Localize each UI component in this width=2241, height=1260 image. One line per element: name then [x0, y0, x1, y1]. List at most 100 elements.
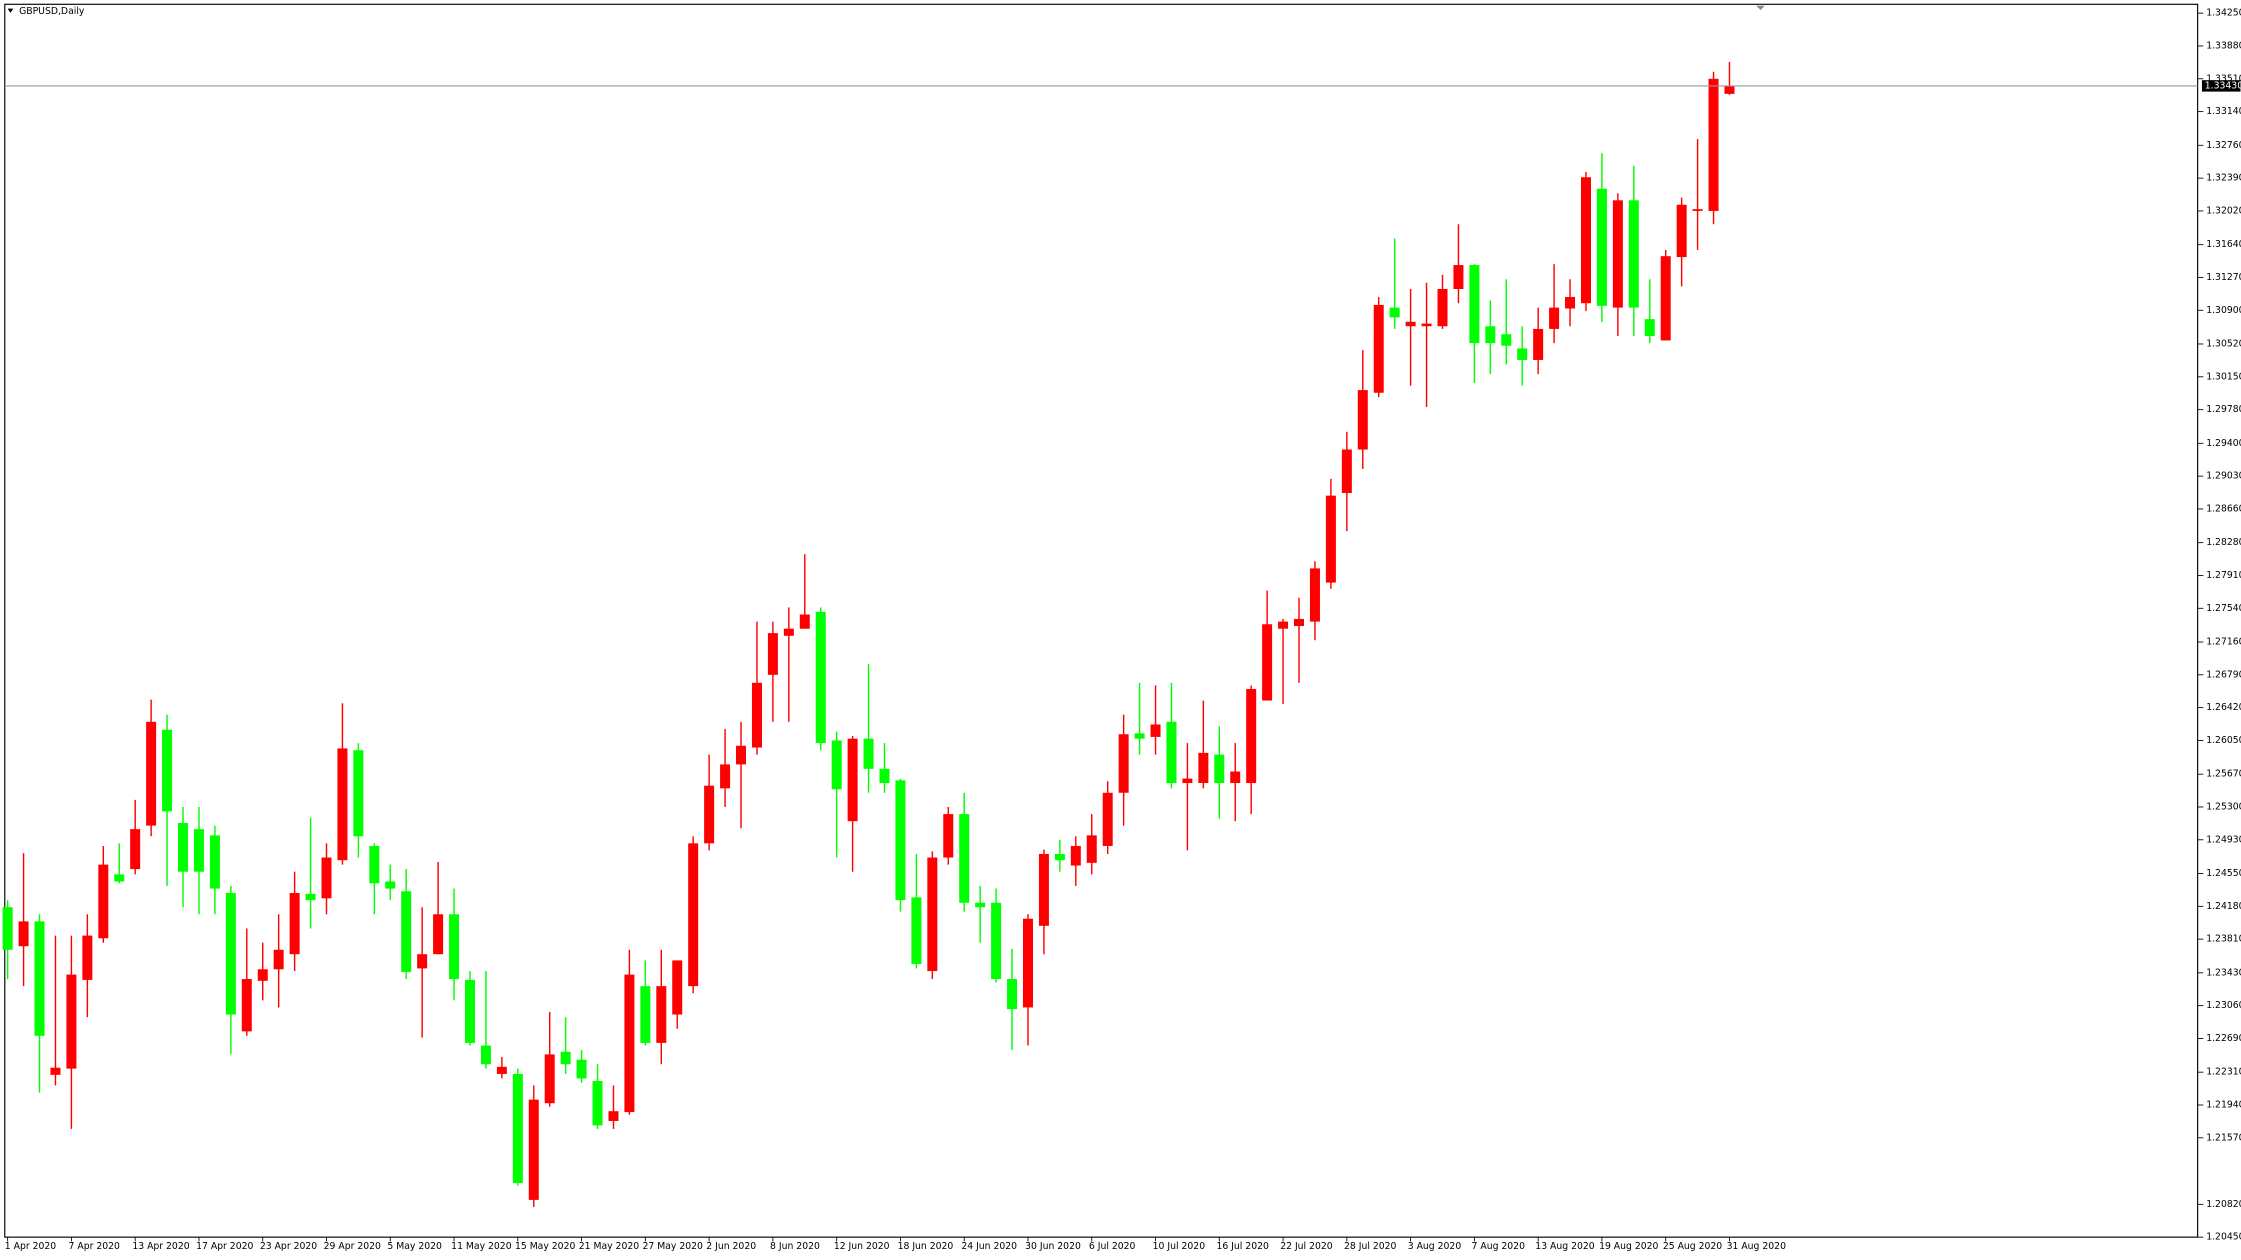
candle-body: [1517, 348, 1528, 360]
y-tick-label: 1.24930: [2206, 834, 2241, 845]
candle-body: [1262, 624, 1273, 701]
x-tick-label: 6 Jul 2020: [1089, 1241, 1136, 1252]
candle-body: [1389, 307, 1400, 318]
y-tick-label: 1.20820: [2206, 1199, 2241, 1210]
candle-body: [1246, 689, 1257, 784]
candle-body: [369, 845, 380, 884]
candle-body: [1341, 449, 1352, 493]
candle-body: [98, 864, 109, 939]
y-tick-label: 1.26420: [2206, 702, 2241, 713]
candle-body: [863, 738, 874, 769]
shift-marker[interactable]: [1756, 5, 1765, 10]
candle-body: [1086, 835, 1097, 863]
candle-body: [146, 721, 157, 826]
candle-body: [82, 935, 93, 980]
y-tick-label: 1.29780: [2206, 404, 2241, 415]
candle-body: [2, 907, 13, 950]
candle-body: [273, 949, 284, 970]
candle-body: [1628, 200, 1639, 308]
candle-body: [225, 893, 236, 1015]
candle-body: [576, 1059, 587, 1079]
candle-body: [1182, 778, 1193, 784]
y-tick-label: 1.32020: [2206, 205, 2241, 216]
candle-body: [1070, 845, 1081, 866]
candle-body: [162, 729, 173, 812]
y-tick-label: 1.22690: [2206, 1033, 2241, 1044]
candle-body: [241, 979, 252, 1032]
candle-body: [193, 829, 204, 872]
candle-body: [688, 843, 699, 987]
x-tick-label: 7 Aug 2020: [1472, 1241, 1526, 1252]
y-tick-label: 1.27160: [2206, 637, 2241, 648]
y-tick-label: 1.28660: [2206, 503, 2241, 514]
candle-body: [34, 921, 45, 1036]
y-tick-label: 1.27910: [2206, 570, 2241, 581]
candle-body: [1357, 390, 1368, 450]
x-tick-label: 17 Apr 2020: [196, 1241, 253, 1252]
candle-body: [449, 914, 460, 980]
candle-body: [1278, 621, 1289, 629]
y-tick-label: 1.23810: [2206, 934, 2241, 945]
x-tick-label: 25 Aug 2020: [1663, 1241, 1722, 1252]
candle-body: [831, 740, 842, 790]
x-tick-label: 13 Aug 2020: [1535, 1241, 1594, 1252]
y-tick-label: 1.33140: [2206, 106, 2241, 117]
x-tick-label: 31 Aug 2020: [1727, 1241, 1786, 1252]
candle-body: [911, 897, 922, 964]
candle-body: [624, 974, 635, 1113]
candle-body: [799, 614, 810, 629]
y-tick-label: 1.30520: [2206, 338, 2241, 349]
chart-title: GBPUSD,Daily: [19, 6, 85, 17]
y-tick-label: 1.22310: [2206, 1067, 2241, 1078]
candle-body: [496, 1066, 507, 1074]
candle-body: [417, 954, 428, 969]
x-tick-label: 28 Jul 2020: [1344, 1241, 1397, 1252]
candle-body: [1198, 752, 1209, 784]
candle-body: [1533, 328, 1544, 360]
x-tick-label: 19 Aug 2020: [1599, 1241, 1658, 1252]
candle-body: [1150, 724, 1161, 737]
candle-body: [895, 780, 906, 901]
y-tick-label: 1.21570: [2206, 1132, 2241, 1143]
x-tick-label: 1 Apr 2020: [5, 1241, 57, 1252]
candle-body: [608, 1111, 619, 1121]
candle-body: [1102, 792, 1113, 846]
x-tick-label: 2 Jun 2020: [706, 1241, 756, 1252]
y-tick-label: 1.32390: [2206, 173, 2241, 184]
candle-body: [512, 1073, 523, 1184]
candle-body: [1309, 568, 1320, 622]
candle-body: [337, 748, 348, 861]
candle-body: [879, 768, 890, 784]
x-tick-label: 23 Apr 2020: [260, 1241, 317, 1252]
candle-body: [1134, 733, 1145, 739]
x-tick-label: 29 Apr 2020: [324, 1241, 381, 1252]
x-tick-label: 15 May 2020: [515, 1241, 576, 1252]
candle-body: [433, 914, 444, 955]
x-tick-label: 16 Jul 2020: [1216, 1241, 1269, 1252]
candle-body: [1118, 734, 1129, 793]
candle-body: [1612, 200, 1623, 308]
x-tick-label: 21 May 2020: [579, 1241, 640, 1252]
y-tick-label: 1.26050: [2206, 735, 2241, 746]
candle-body: [1294, 618, 1305, 627]
candle-body: [1676, 204, 1687, 258]
y-tick-label: 1.28280: [2206, 537, 2241, 548]
x-tick-label: 27 May 2020: [643, 1241, 704, 1252]
candle-body: [640, 986, 651, 1043]
candle-body: [847, 738, 858, 822]
candle-body: [767, 633, 778, 675]
candle-body: [528, 1099, 539, 1200]
candle-body: [257, 969, 268, 981]
candle-body: [1708, 78, 1719, 211]
candle-body: [672, 960, 683, 1015]
x-tick-label: 24 Jun 2020: [961, 1241, 1017, 1252]
y-tick-label: 1.24180: [2206, 901, 2241, 912]
candle-body: [305, 893, 316, 901]
candle-body: [66, 974, 77, 1069]
candle-body: [975, 902, 986, 908]
menu-arrow[interactable]: [7, 8, 14, 13]
candle-body: [927, 857, 938, 972]
candle-body: [560, 1051, 571, 1065]
